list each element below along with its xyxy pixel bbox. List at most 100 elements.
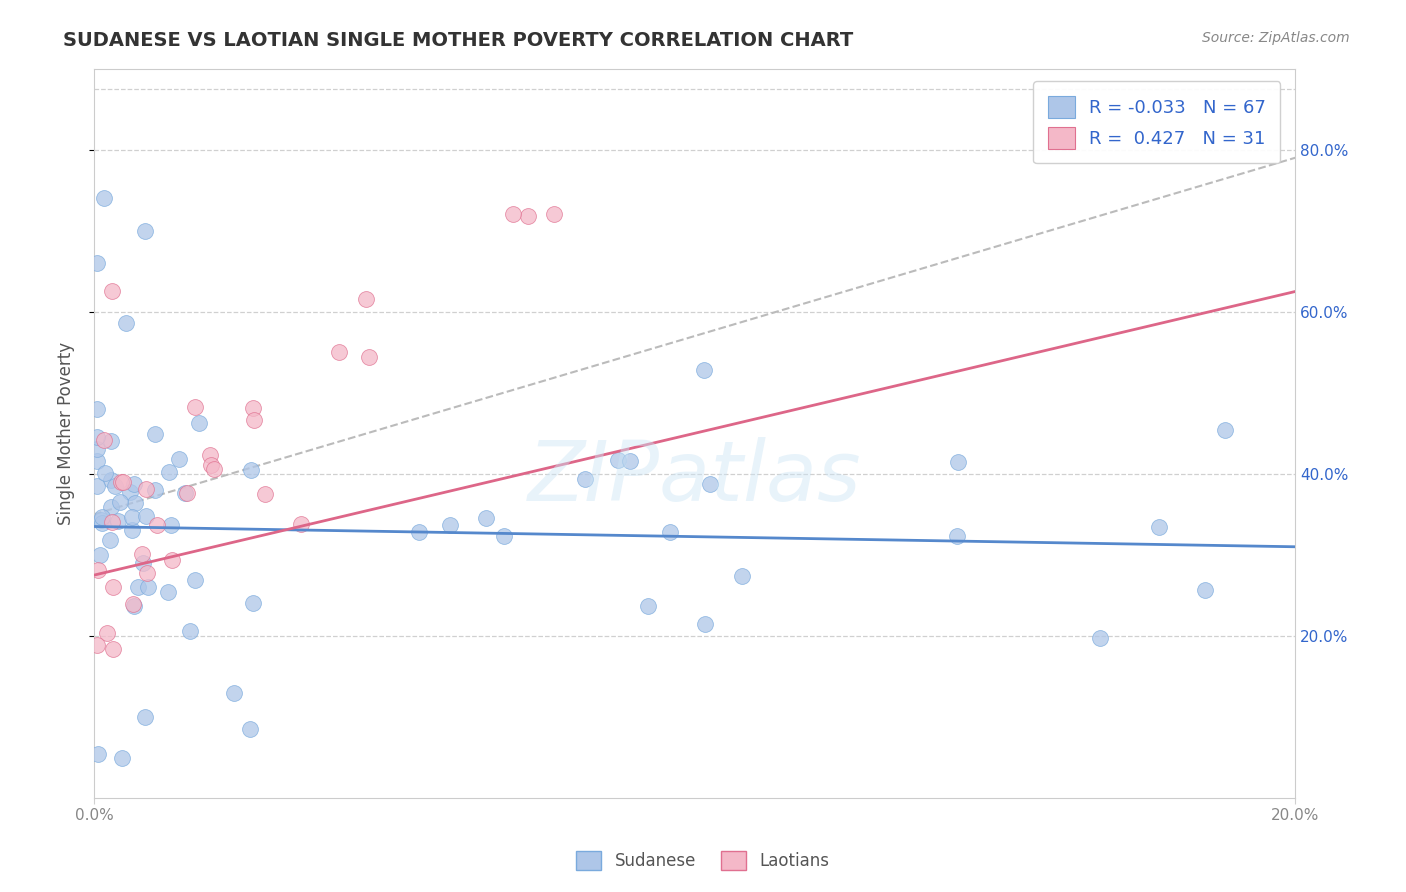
Point <box>731 569 754 583</box>
Point <box>86 454 108 468</box>
Point <box>169 451 191 466</box>
Point <box>93 433 115 447</box>
Point <box>354 292 377 306</box>
Point <box>948 455 970 469</box>
Point <box>134 224 156 238</box>
Point <box>502 207 524 221</box>
Point <box>100 434 122 448</box>
Point <box>121 523 143 537</box>
Text: Source: ZipAtlas.com: Source: ZipAtlas.com <box>1202 31 1350 45</box>
Point <box>179 624 201 638</box>
Point <box>121 509 143 524</box>
Point <box>90 516 112 531</box>
Point <box>1147 520 1170 534</box>
Point <box>145 517 167 532</box>
Point <box>157 585 180 599</box>
Point <box>101 285 124 299</box>
Point <box>93 191 115 205</box>
Point <box>122 599 145 613</box>
Point <box>543 207 565 221</box>
Point <box>122 597 145 611</box>
Point <box>693 363 716 377</box>
Point <box>290 516 312 531</box>
Point <box>114 316 136 330</box>
Y-axis label: Single Mother Poverty: Single Mother Poverty <box>58 342 75 524</box>
Point <box>135 509 157 524</box>
Point <box>162 552 184 566</box>
Point <box>135 482 157 496</box>
Point <box>101 580 124 594</box>
Point <box>108 495 131 509</box>
Point <box>222 686 245 700</box>
Point <box>87 747 110 761</box>
Point <box>98 533 121 548</box>
Point <box>143 427 166 442</box>
Point <box>254 487 277 501</box>
Point <box>89 548 111 562</box>
Point <box>475 511 498 525</box>
Point <box>124 495 146 509</box>
Point <box>86 401 108 416</box>
Point <box>242 401 264 416</box>
Point <box>143 483 166 498</box>
Point <box>134 710 156 724</box>
Point <box>96 625 118 640</box>
Point <box>200 448 222 462</box>
Point <box>86 256 108 270</box>
Point <box>103 642 125 657</box>
Text: ZIPatlas: ZIPatlas <box>527 436 862 517</box>
Point <box>619 454 641 468</box>
Point <box>131 547 153 561</box>
Point <box>492 528 515 542</box>
Point <box>176 485 198 500</box>
Point <box>110 475 132 489</box>
Point <box>1194 582 1216 597</box>
Point <box>91 509 114 524</box>
Legend: R = -0.033   N = 67, R =  0.427   N = 31: R = -0.033 N = 67, R = 0.427 N = 31 <box>1033 81 1281 163</box>
Point <box>1213 423 1236 437</box>
Point <box>131 556 153 570</box>
Point <box>100 500 122 515</box>
Point <box>659 524 682 539</box>
Point <box>242 596 264 610</box>
Point <box>637 599 659 613</box>
Point <box>86 479 108 493</box>
Point <box>699 477 721 491</box>
Point <box>239 722 262 736</box>
Point <box>122 476 145 491</box>
Point <box>202 462 225 476</box>
Point <box>516 209 538 223</box>
Point <box>239 463 262 477</box>
Point <box>946 529 969 543</box>
Point <box>127 581 149 595</box>
Point <box>111 475 134 489</box>
Point <box>174 485 197 500</box>
Point <box>188 417 211 431</box>
Point <box>93 467 115 481</box>
Point <box>101 516 124 530</box>
Point <box>86 442 108 457</box>
Point <box>200 458 222 473</box>
Point <box>184 400 207 414</box>
Point <box>159 518 181 533</box>
Point <box>574 472 596 486</box>
Point <box>607 453 630 467</box>
Point <box>157 466 180 480</box>
Point <box>184 573 207 587</box>
Point <box>100 473 122 487</box>
Point <box>357 351 380 365</box>
Point <box>136 566 159 580</box>
Point <box>107 514 129 528</box>
Point <box>90 513 112 527</box>
Point <box>86 564 108 578</box>
Point <box>86 430 108 444</box>
Point <box>408 524 430 539</box>
Point <box>243 413 266 427</box>
Legend: Sudanese, Laotians: Sudanese, Laotians <box>569 844 837 877</box>
Point <box>1090 632 1112 646</box>
Point <box>104 478 127 492</box>
Point <box>693 616 716 631</box>
Point <box>86 638 108 652</box>
Point <box>328 345 350 359</box>
Point <box>136 581 159 595</box>
